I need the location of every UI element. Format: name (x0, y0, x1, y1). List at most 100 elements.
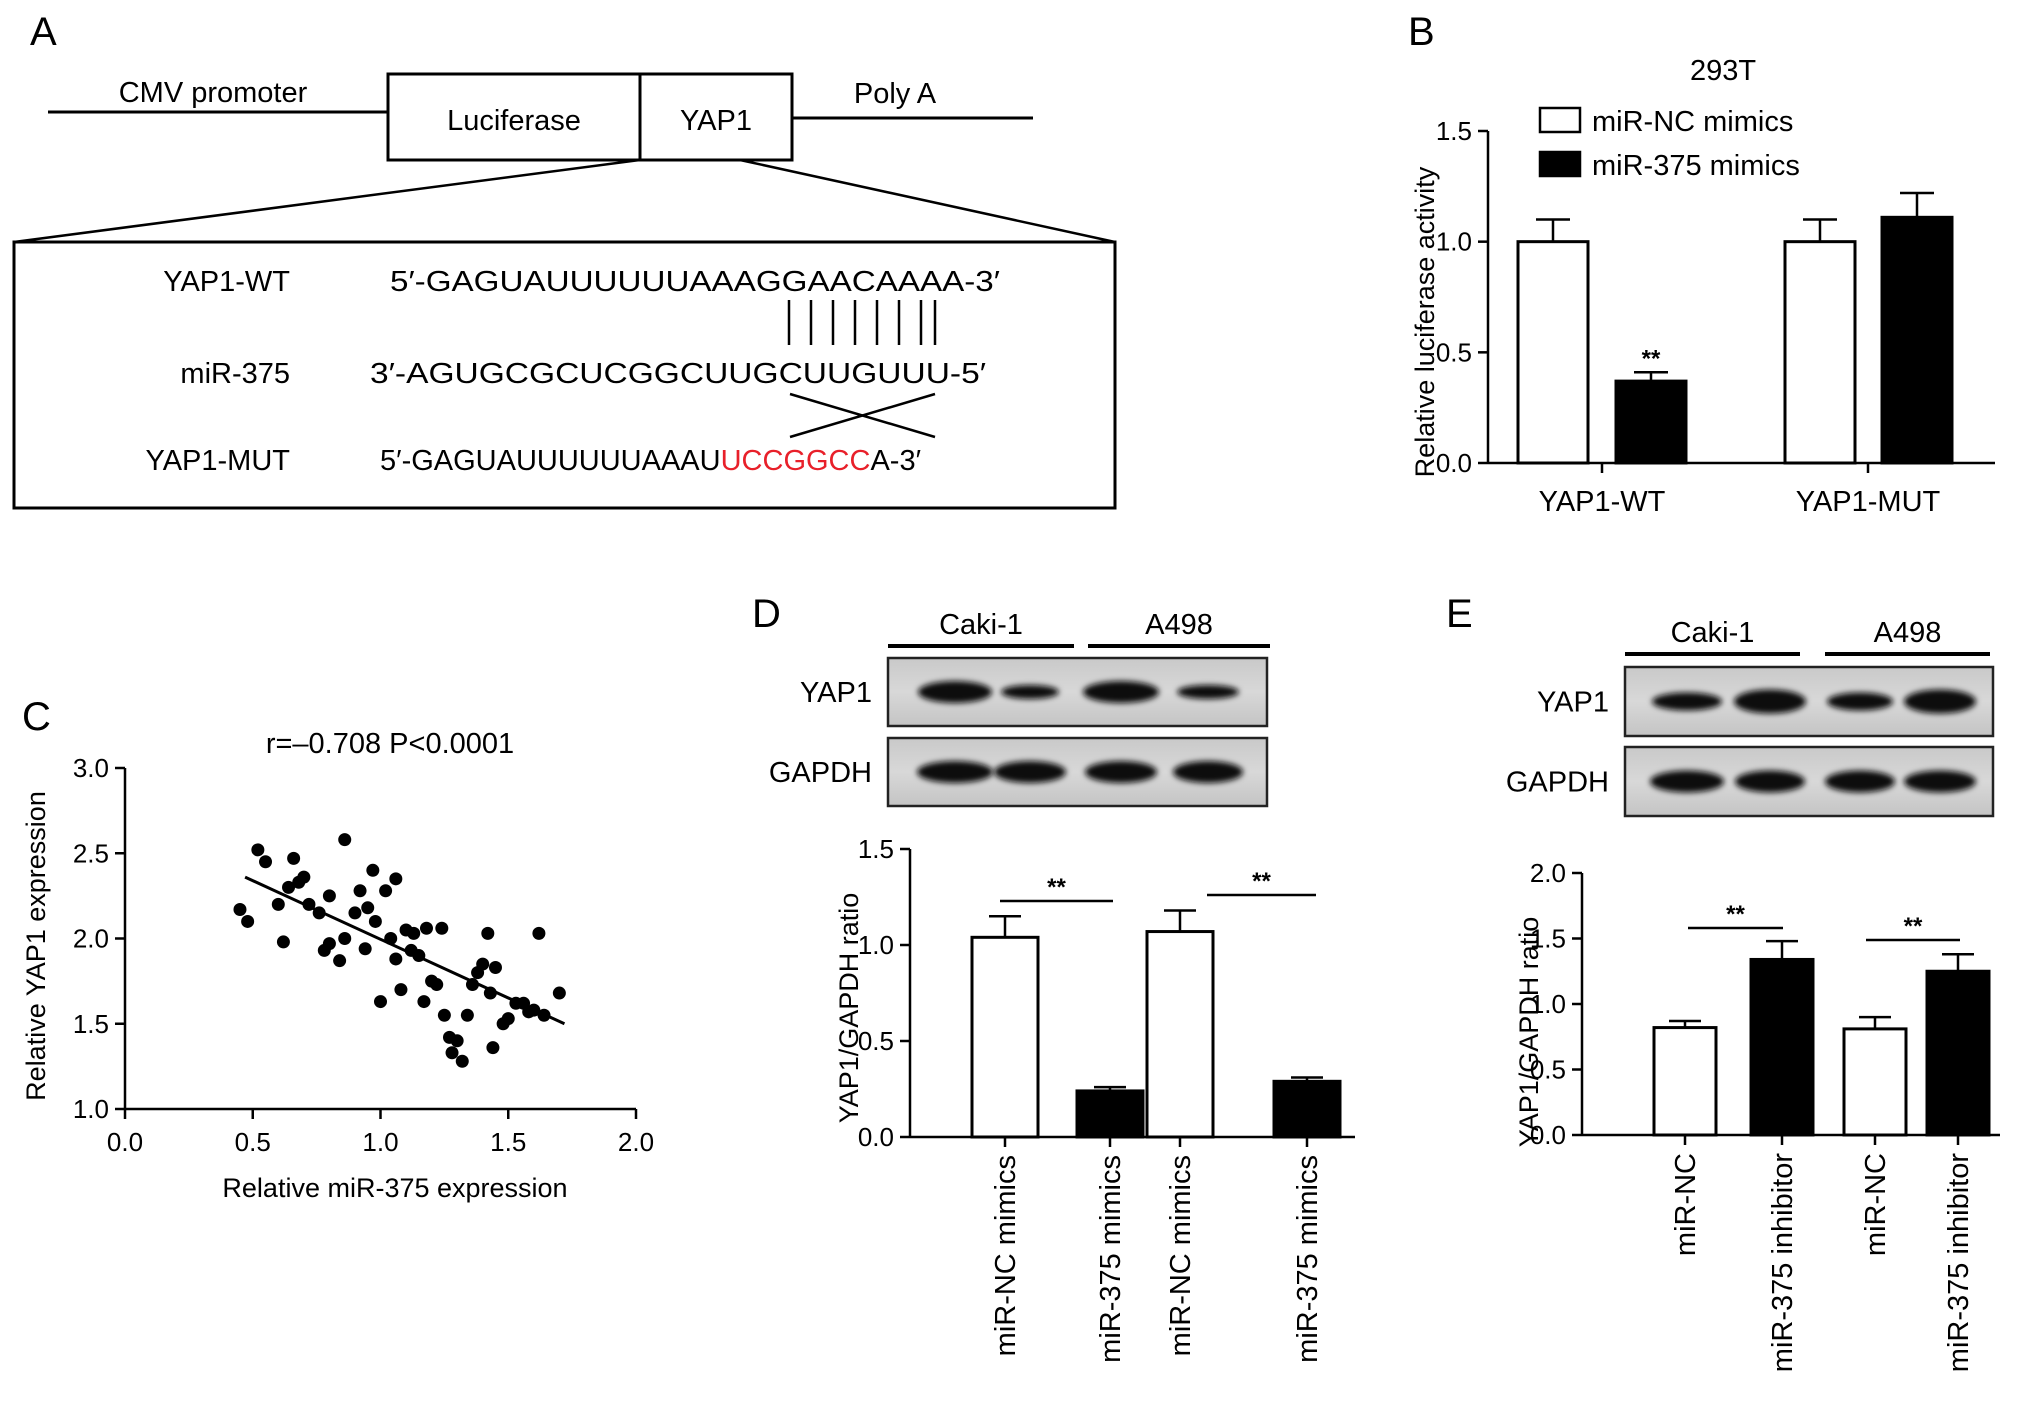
mut-label: YAP1-MUT (146, 445, 291, 477)
chart-b-significance: ** (1642, 345, 1661, 372)
polya-label: Poly A (854, 78, 937, 110)
chart-d-bar (970, 935, 1040, 1139)
mir375-label: miR-375 (180, 358, 290, 390)
panel-b-letter: B (1408, 10, 1435, 54)
chart-b-title: 293T (1690, 55, 1756, 87)
chart-c-point (241, 914, 255, 928)
chart-e-significance: ** (1904, 913, 1923, 940)
chart-b-ylabel: Relative luciferase activity (1410, 166, 1440, 477)
zoom-line-left (13, 158, 641, 244)
chart-e-ytick-label: 1.0 (1530, 989, 1566, 1019)
chart-d-xtick-label: miR-NC mimics (1165, 1155, 1197, 1356)
chart-c-ytick-label: 2.5 (73, 838, 109, 868)
chart-d-ytick-label: 0.0 (858, 1122, 894, 1152)
chart-c-point (353, 884, 367, 898)
chart-c-xtick-label: 1.5 (490, 1127, 526, 1157)
chart-d-significance: ** (1252, 868, 1271, 895)
blot-e-band (1825, 770, 1895, 793)
chart-e-ytick-label: 0.5 (1530, 1055, 1566, 1085)
blot-e: Caki-1 A498 YAP1 GAPDH (1506, 617, 1995, 818)
chart-c-point (379, 884, 393, 898)
panel-d: D Caki-1 A498 YAP1 GAPDH 0.0 0.5 1.0 1.5 miR-NC… (752, 592, 1355, 1363)
panel-c-letter: C (22, 695, 51, 739)
blot-e-band (1652, 692, 1722, 711)
wt-sequence: 5′-GAGUAUUUUUUAAAGGAACAAAA-3′ (390, 266, 1000, 298)
chart-c-point (389, 952, 403, 966)
chart-c-point (276, 935, 290, 949)
chart-b-xtick-label: YAP1-MUT (1796, 486, 1941, 518)
chart-c-point (460, 1008, 474, 1022)
chart-c-xtick-label: 0.0 (107, 1127, 143, 1157)
chart-e: 0.0 0.5 1.0 1.5 2.0 miR-NC miR-375 inhibitor mi… (1530, 858, 2000, 1372)
panel-e: E Caki-1 A498 YAP1 GAPDH 0.0 0.5 1.0 1.5 2.0 miR… (1446, 592, 2000, 1372)
chart-c-point (407, 926, 421, 940)
chart-d-significance: ** (1047, 874, 1066, 901)
chart-d-ylabel: YAP1/GAPDH ratio (834, 893, 864, 1124)
chart-d-xtick-label: miR-375 mimics (1292, 1155, 1324, 1363)
chart-b-ytick-label: 1.5 (1436, 116, 1472, 146)
chart-c-point (338, 932, 352, 945)
blot-e-group-label: A498 (1874, 617, 1942, 649)
blot-d-band (1173, 761, 1243, 783)
zoom-line-right (739, 158, 1116, 244)
chart-c-point (361, 901, 375, 915)
chart-d-xtick-label: miR-NC mimics (990, 1155, 1022, 1356)
blot-d-row-label: YAP1 (800, 677, 872, 709)
chart-b-ytick-label: 1.0 (1436, 227, 1472, 257)
chart-d-bar (1075, 1089, 1145, 1139)
chart-c-ylabel: Relative YAP1 expression (21, 791, 51, 1101)
chart-e-bar (1842, 1027, 1908, 1137)
panel-a: A CMV promoter Luciferase YAP1 Poly A YA… (12, 10, 1117, 510)
chart-c-point (476, 957, 490, 971)
chart-c-point (287, 851, 301, 865)
chart-d-xtick-label: miR-375 mimics (1095, 1155, 1127, 1363)
chart-e-xtick-label: miR-NC (1860, 1153, 1892, 1256)
yap1-box (638, 72, 794, 162)
chart-c-point (384, 932, 398, 945)
blot-e-row-label: GAPDH (1506, 767, 1609, 799)
chart-c-xtick-label: 1.0 (362, 1127, 398, 1157)
chart-e-xtick-label: miR-375 inhibitor (1767, 1153, 1799, 1373)
chart-e-xtick-label: miR-375 inhibitor (1943, 1153, 1975, 1373)
chart-c: 1.0 1.5 2.0 2.5 3.0 0.0 0.5 1.0 1.5 2.0 (73, 753, 654, 1157)
chart-c-ytick-label: 1.5 (73, 1009, 109, 1039)
wt-label: YAP1-WT (163, 266, 290, 298)
blot-d-band (1001, 685, 1059, 699)
chart-c-point (501, 1012, 515, 1026)
chart-b-bar (1516, 240, 1590, 465)
chart-c-point (435, 921, 449, 935)
chart-c-point (338, 833, 352, 847)
chart-c-point (233, 903, 247, 917)
chart-c-point (251, 843, 265, 857)
chart-c-xtick-label: 0.5 (235, 1127, 271, 1157)
chart-b-legend-label: miR-375 mimics (1592, 150, 1800, 182)
chart-c-xlabel: Relative miR-375 expression (222, 1173, 567, 1203)
chart-c-point (419, 921, 433, 935)
chart-c-point (486, 1041, 500, 1055)
chart-b-ytick-label: 0.0 (1436, 448, 1472, 478)
chart-d-bar (1145, 930, 1215, 1139)
blot-e-band (1827, 692, 1893, 711)
chart-d-ytick-label: 1.5 (858, 834, 894, 864)
chart-e-ytick-label: 2.0 (1530, 858, 1566, 888)
panel-a-letter: A (30, 10, 57, 54)
mut-seq-suffix: A-3′ (870, 445, 921, 477)
chart-c-point (302, 897, 316, 911)
mutation-cross (789, 392, 936, 439)
chart-c-point (437, 1008, 451, 1022)
mir375-sequence: 3′-AGUGCGCUCGGCUUGCUUGUUU-5′ (370, 358, 986, 390)
chart-e-bar (1652, 1026, 1718, 1137)
chart-e-ytick-label: 0.0 (1530, 1120, 1566, 1150)
chart-e-significance: ** (1726, 901, 1745, 928)
luciferase-label: Luciferase (447, 105, 581, 137)
yap1-box-label: YAP1 (680, 105, 752, 137)
blot-e-band (1904, 689, 1976, 714)
chart-c-point (445, 1046, 459, 1060)
chart-e-bar (1749, 957, 1815, 1137)
chart-b-legend-label: miR-NC mimics (1592, 106, 1793, 138)
blot-d-band (917, 761, 993, 783)
mut-sequence: 5′-GAGUAUUUUUUAAAUUCCGGCCA-3′ (380, 445, 921, 477)
chart-c-point (348, 906, 362, 920)
chart-c-point (394, 983, 408, 997)
